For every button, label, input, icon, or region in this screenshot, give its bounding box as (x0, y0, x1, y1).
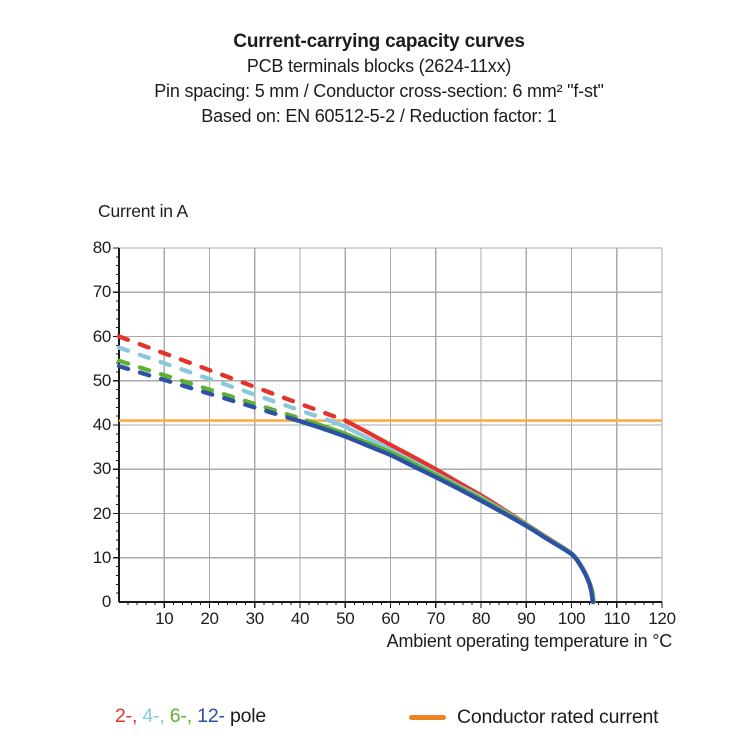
legend-pole-counts: 2-, 4-, 6-, 12- pole (115, 705, 266, 728)
rated-current-label: Conductor rated current (457, 705, 659, 728)
legend-pole-segment: 2- (115, 705, 132, 727)
legend-pole-segment: 4- (142, 705, 160, 727)
x-tick-label-60: 60 (381, 609, 400, 628)
legend-pole-segment: , (131, 705, 143, 727)
legend-pole-segment: pole (224, 705, 267, 727)
plot-area (113, 247, 663, 608)
curve-dashed-12-pole (116, 363, 300, 423)
curve-solid-12-pole (295, 418, 595, 605)
x-tick-label-10: 10 (155, 609, 174, 628)
y-axis-title: Current in A (98, 201, 189, 221)
chart-plot-svg (113, 247, 663, 608)
x-tick-label-40: 40 (290, 609, 310, 628)
y-tick-label-0: 0 (101, 592, 111, 611)
chart-title: Current-carrying capacity curves (233, 31, 525, 52)
chart-subtitle-spec: Pin spacing: 5 mm / Conductor cross-sect… (154, 81, 604, 101)
y-tick-label-50: 50 (92, 370, 112, 390)
x-tick-label-50: 50 (336, 609, 355, 628)
chart-title-block: Current-carrying capacity curves PCB ter… (0, 29, 750, 129)
x-axis-title: Ambient operating temperature in °C (386, 631, 673, 651)
y-tick-label-80: 80 (92, 238, 112, 257)
legend-pole-segment: , (186, 705, 198, 727)
x-tick-label-110: 110 (603, 609, 631, 628)
x-tick-label-70: 70 (426, 609, 446, 628)
x-tick-label-120: 120 (648, 609, 676, 628)
x-tick-label-100: 100 (557, 609, 586, 628)
y-tick-label-10: 10 (92, 547, 112, 567)
curve-solid-6-pole (304, 418, 596, 605)
y-tick-label-60: 60 (92, 326, 112, 346)
legend-pole-segment: 12- (197, 705, 225, 727)
chart-subtitle-standard: Based on: EN 60512-5-2 / Reduction facto… (201, 106, 557, 126)
y-tick-label-20: 20 (92, 503, 112, 523)
chart-subtitle-product: PCB terminals blocks (2624-11xx) (246, 56, 512, 76)
rated-current-line-swatch (409, 714, 446, 720)
y-tick-label-40: 40 (92, 415, 112, 434)
x-tick-label-30: 30 (245, 609, 265, 628)
curve-dashed-6-pole (116, 358, 309, 423)
curve-dashed-4-pole (116, 345, 332, 423)
legend-rated-current: Conductor rated current (409, 705, 659, 729)
curve-dashed-2-pole (116, 334, 348, 423)
y-tick-label-70: 70 (92, 282, 112, 302)
x-tick-label-20: 20 (200, 609, 219, 628)
legend-pole-segment: 6- (169, 705, 187, 727)
legend-pole-segment: , (159, 705, 170, 727)
y-tick-label-30: 30 (92, 459, 112, 479)
x-tick-label-80: 80 (471, 609, 491, 628)
x-tick-label-90: 90 (517, 609, 536, 628)
